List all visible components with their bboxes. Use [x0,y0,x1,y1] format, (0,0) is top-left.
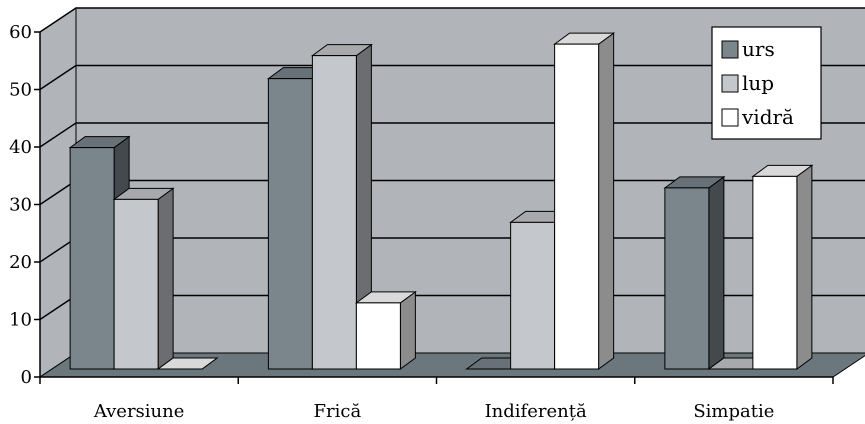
bar [311,55,357,370]
y-tick-label: 10 [9,310,32,331]
legend-label: urs [742,37,775,61]
legend-label: lup [742,71,774,95]
y-tick-label: 30 [9,195,32,216]
bar [267,78,313,370]
bar-side [399,290,416,370]
gridline [39,7,865,33]
bar [355,302,401,370]
y-tick-label: 0 [21,367,32,388]
bar-side [796,164,813,370]
y-tick-label: 60 [9,22,32,43]
bar-side [708,175,725,370]
legend-swatch [721,40,739,59]
bar [664,187,710,370]
x-category-label: Simpatie [693,401,774,422]
x-category-label: Frică [314,401,362,422]
bar [554,43,600,370]
bar [752,175,798,370]
x-category-label: Indiferență [485,401,587,422]
legend: urs lup vidră [711,26,822,140]
bar [69,147,115,370]
y-tick-label: 40 [9,137,32,158]
bar-side [157,187,174,370]
legend-swatch [721,108,739,127]
y-tick-label: 50 [9,80,32,101]
bar [113,198,159,370]
x-axis-labels: Aversiune Frică Indiferență Simpatie [93,401,775,422]
y-axis-ticks: 0 10 20 30 40 50 60 [9,22,40,388]
bar-top [156,357,219,370]
legend-swatch [721,74,739,93]
y-tick-label: 20 [9,252,32,273]
x-category-label: Aversiune [93,401,185,422]
legend-label: vidră [741,105,794,129]
bars [68,32,814,370]
bar [510,221,556,370]
bar-side [598,32,615,370]
